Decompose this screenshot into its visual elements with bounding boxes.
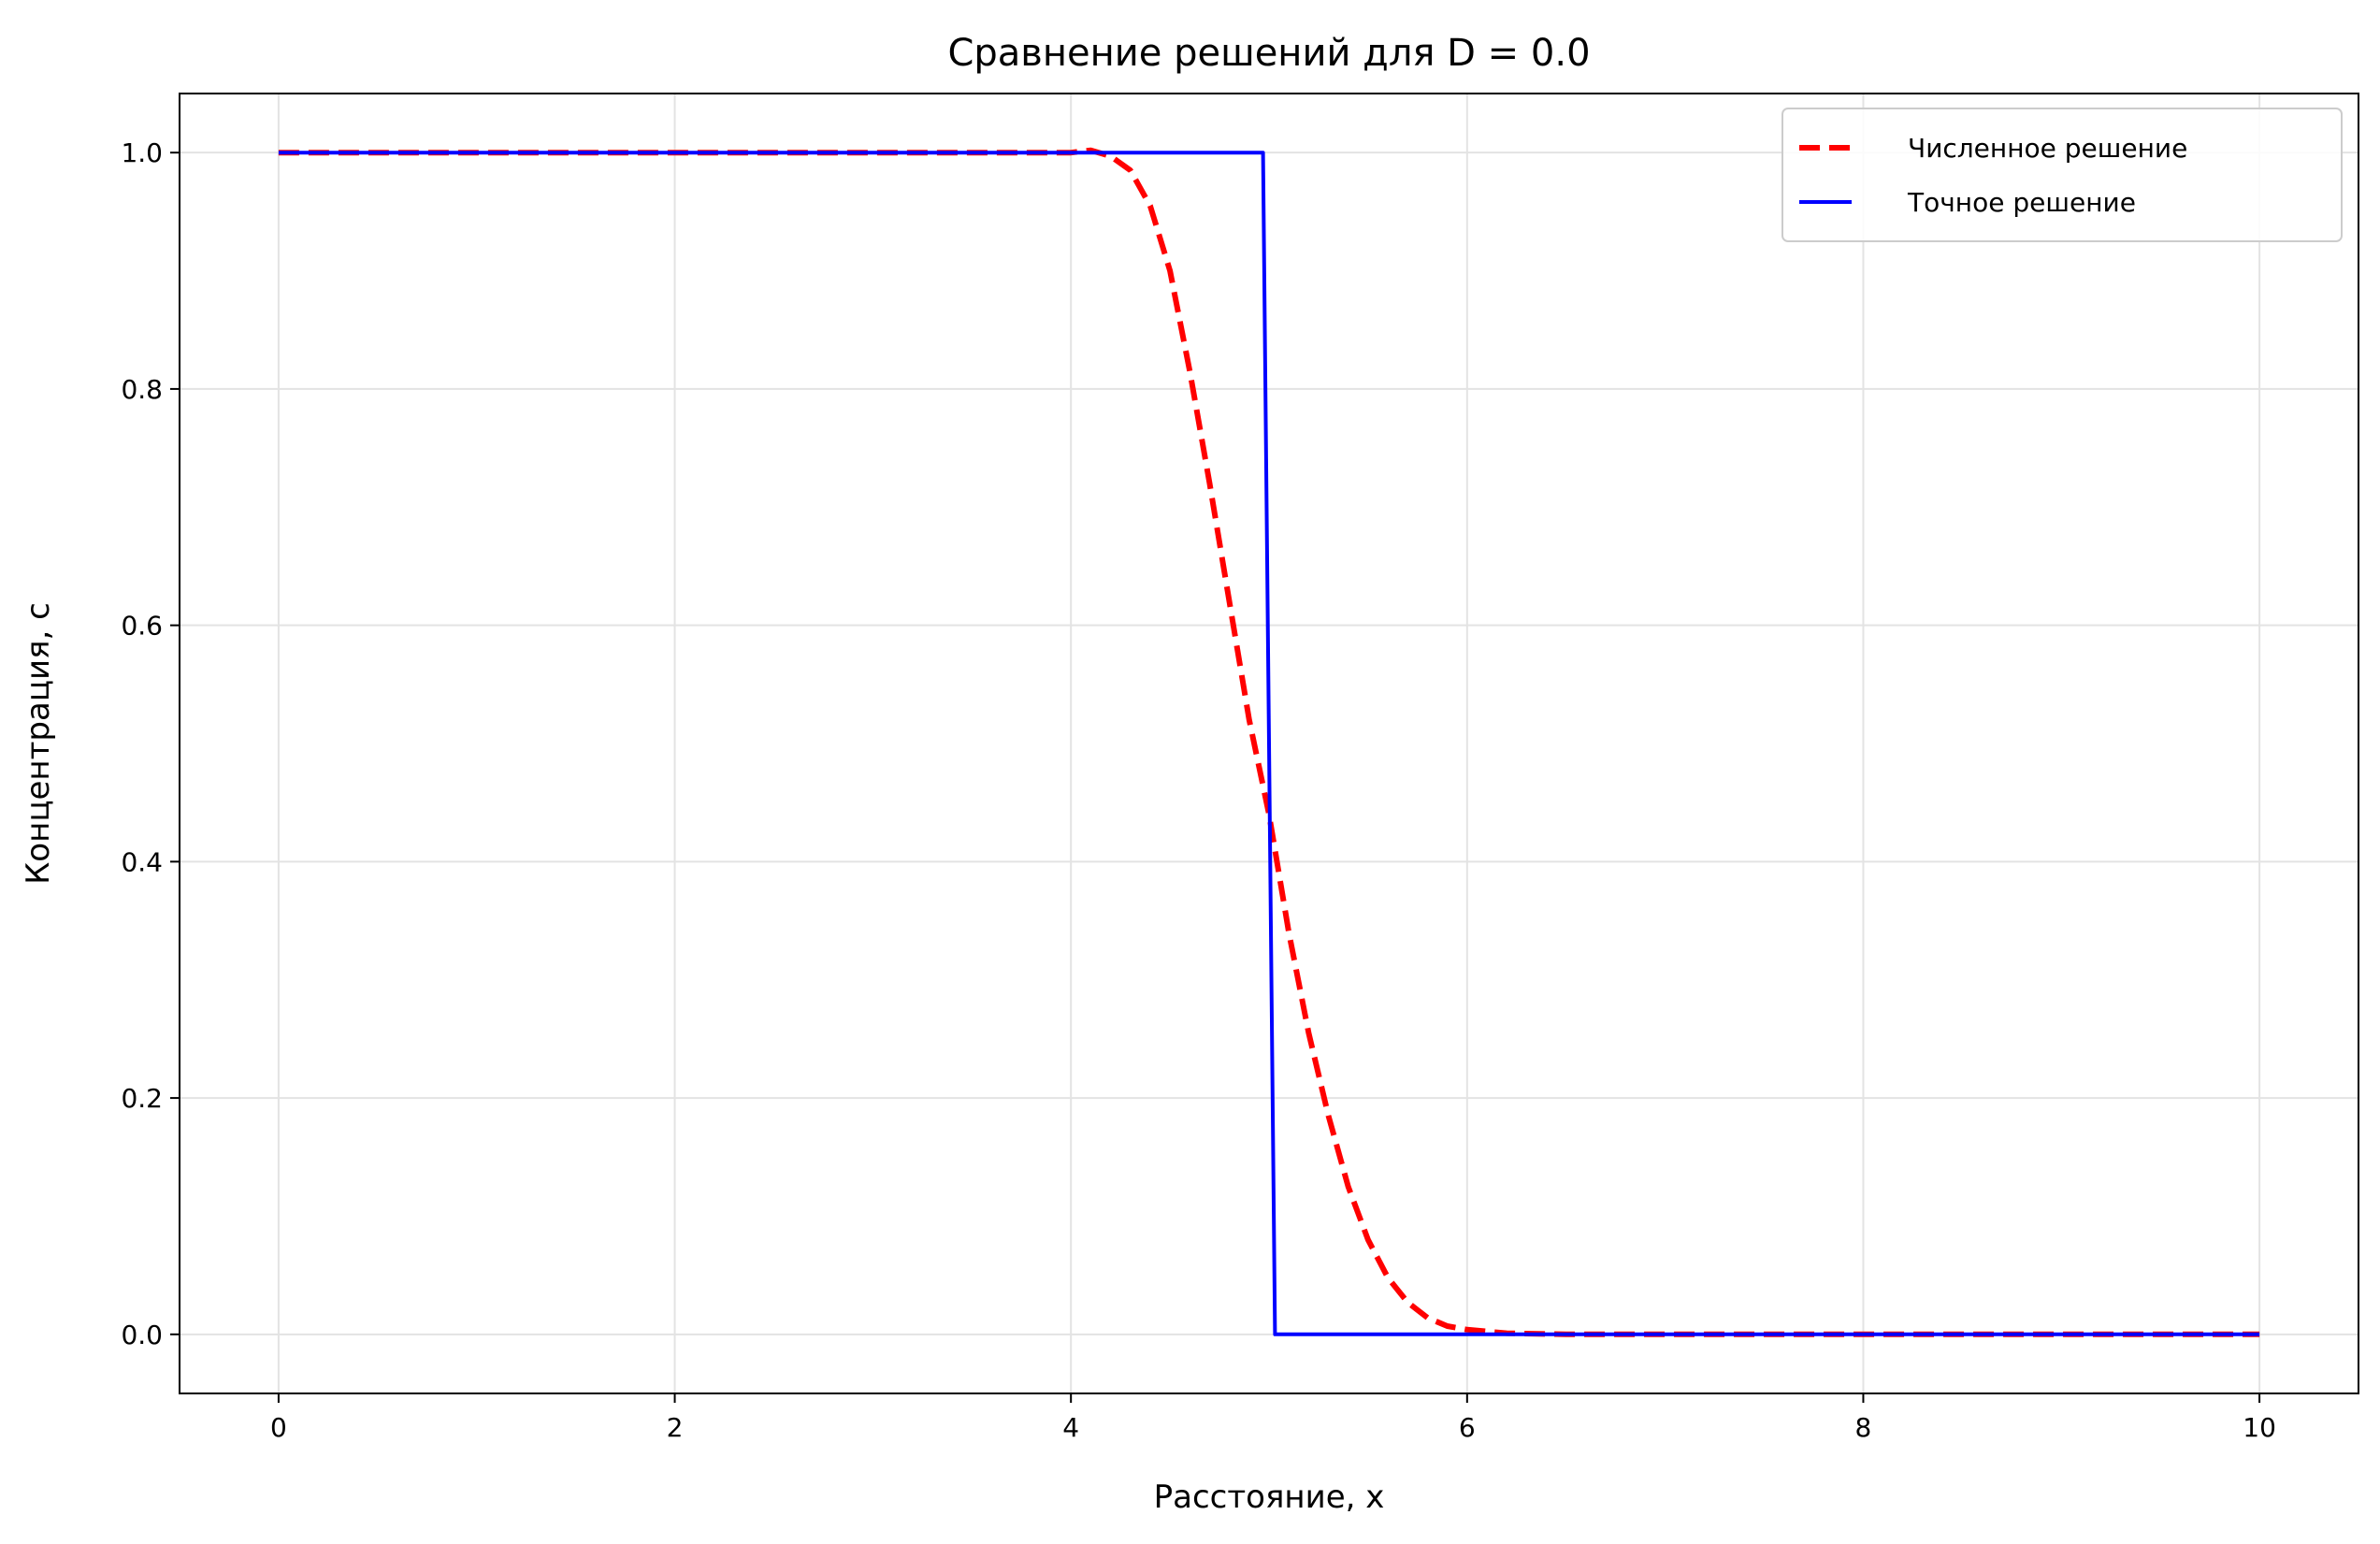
y-tick-label-5: 1.0	[121, 137, 163, 168]
y-tick-label-0: 0.0	[121, 1320, 163, 1350]
plot-frame	[179, 93, 2359, 1394]
ticks: 0 2 4 6 8 10 0.0 0.2 0.4 0.6 0.8 1.0	[121, 137, 2275, 1443]
x-tick-label-3: 6	[1459, 1412, 1476, 1443]
x-tick-label-0: 0	[270, 1412, 287, 1443]
x-tick-label-2: 4	[1062, 1412, 1079, 1443]
legend: Численное решение Точное решение	[1781, 108, 2343, 242]
x-tick-label-5: 10	[2243, 1412, 2276, 1443]
legend-box	[1781, 108, 2343, 242]
series-line-1	[278, 151, 2260, 1336]
x-tick-label-1: 2	[667, 1412, 684, 1443]
y-tick-label-1: 0.2	[121, 1083, 163, 1114]
legend-label-1: Точное решение	[1907, 187, 2136, 218]
x-axis-label: Расстояние, x	[1154, 1479, 1385, 1516]
y-tick-label-4: 0.8	[121, 374, 163, 405]
legend-label-0: Численное решение	[1908, 133, 2187, 164]
series-layer	[278, 147, 2260, 1337]
x-tick-label-4: 8	[1855, 1412, 1872, 1443]
y-tick-label-2: 0.4	[121, 846, 163, 877]
y-axis-label: Концентрация, c	[20, 602, 57, 885]
y-tick-label-3: 0.6	[121, 611, 163, 642]
chart-title: Сравнение решений для D = 0.0	[947, 32, 1590, 75]
